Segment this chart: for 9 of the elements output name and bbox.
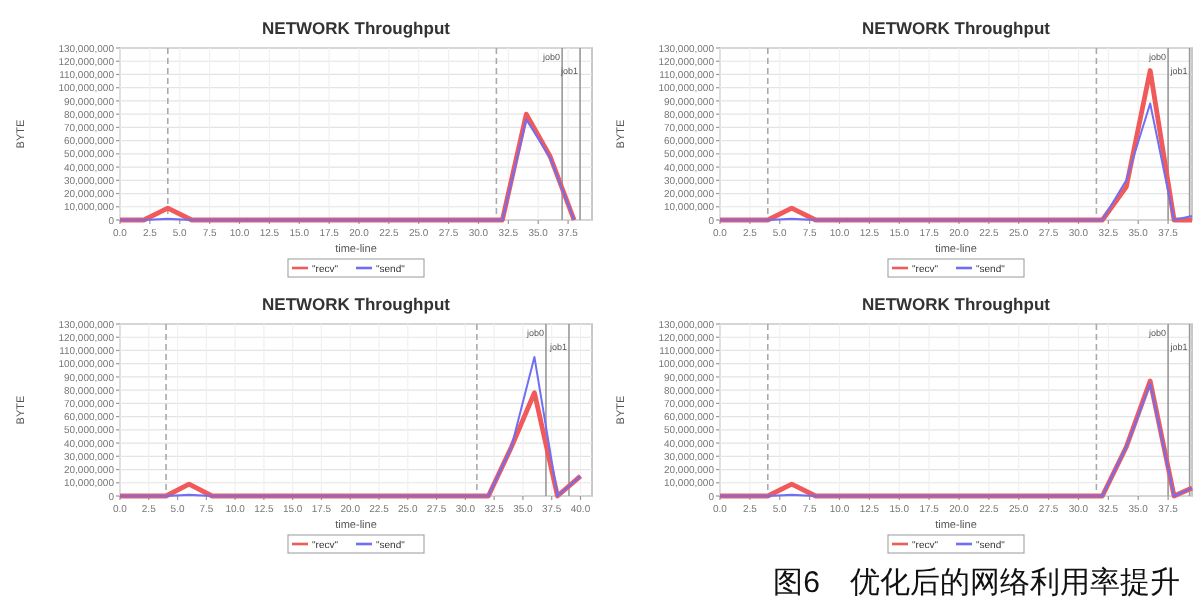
chart-title: NETWORK Throughput — [862, 18, 1051, 38]
caption: 图6 优化后的网络利用率提升 — [773, 566, 1180, 600]
line-series — [117, 390, 583, 499]
line-series — [119, 356, 582, 497]
chart-title: NETWORK Throughput — [262, 294, 451, 314]
chart-title: NETWORK Throughput — [862, 294, 1051, 314]
line-series — [717, 68, 1195, 223]
line-series — [719, 102, 1193, 221]
chart-title: NETWORK Throughput — [262, 18, 451, 38]
